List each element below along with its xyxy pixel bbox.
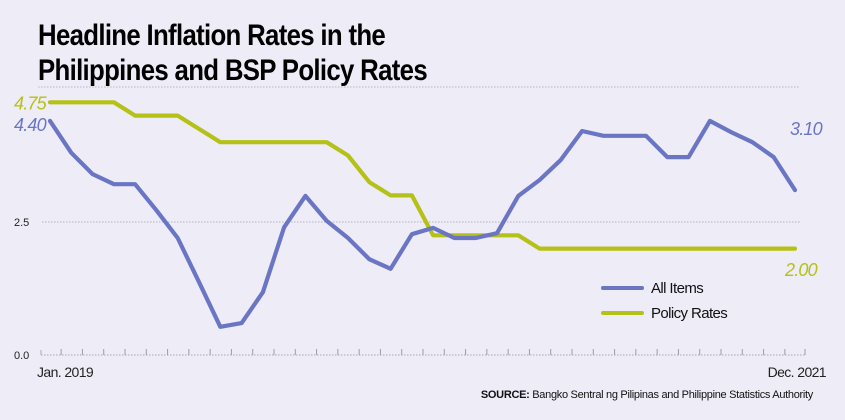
series-layer (47, 100, 798, 329)
series-line-policy-rates (47, 100, 798, 251)
series-line-all-items (47, 118, 798, 329)
chart-title: Headline Inflation Rates in the Philippi… (38, 18, 428, 88)
y-tick-label: 2.5 (14, 217, 29, 229)
policy-start-label: 4.75 (14, 93, 48, 113)
chart-title-line-1: Headline Inflation Rates in the (38, 19, 386, 52)
x-start-label: Jan. 2019 (37, 364, 94, 380)
x-end-label: Dec. 2021 (768, 364, 827, 380)
source-label: SOURCE: (480, 389, 530, 401)
all-items-end-label: 3.10 (790, 119, 823, 139)
x-axis (40, 349, 806, 356)
chart-title-line-2: Philippines and BSP Policy Rates (38, 54, 428, 87)
legend-label-all-items: All Items (651, 280, 703, 297)
source-note: SOURCE: Bangko Sentral ng Pilipinas and … (481, 389, 813, 401)
policy-end-label: 2.00 (784, 260, 818, 280)
legend: All Items Policy Rates (601, 280, 728, 322)
source-text: Bangko Sentral ng Pilipinas and Philippi… (529, 389, 813, 401)
y-tick-label: 0.0 (14, 350, 29, 362)
grid-layer (38, 86, 800, 223)
label-layer: 0.0 2.5 Jan. 2019 Dec. 2021 4.754.40 3.10 2.00 (14, 93, 827, 380)
legend-label-policy-rates: Policy Rates (651, 305, 727, 322)
all-items-start-label: 4.40 (14, 115, 47, 135)
